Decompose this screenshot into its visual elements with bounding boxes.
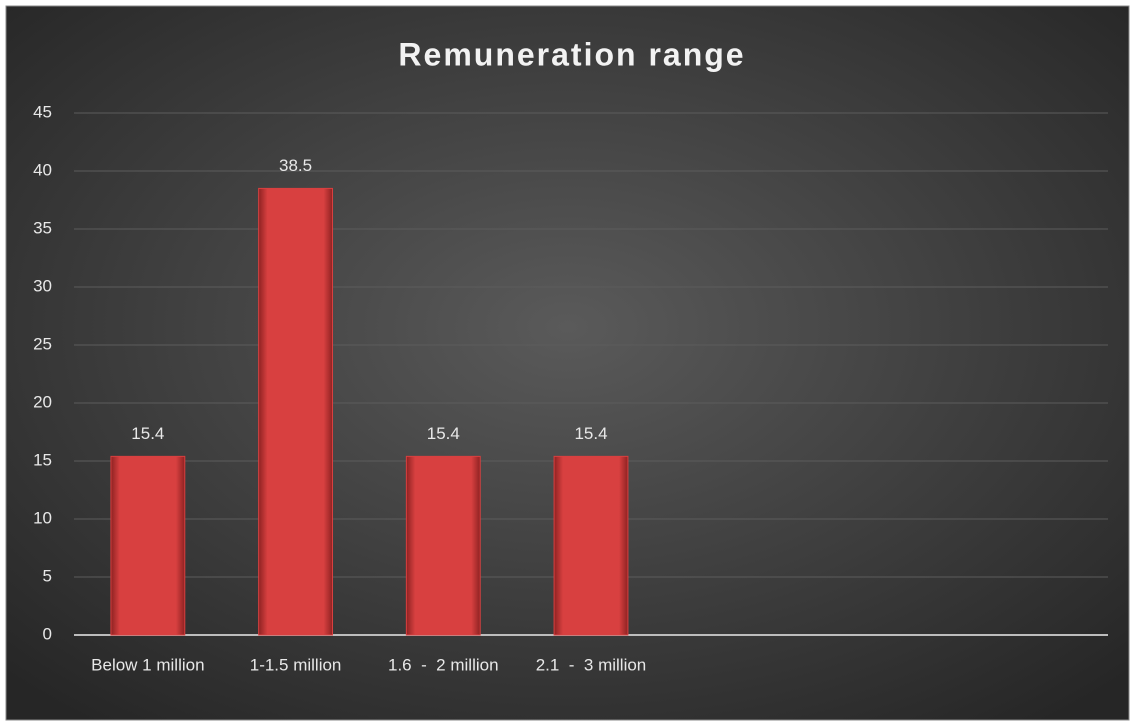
data-label: 15.4 [427,424,460,443]
y-tick-label: 35 [33,218,52,237]
x-tick-label: Below 1 million [91,655,204,674]
x-tick-label: 1.6 - 2 million [388,655,499,674]
chart-title: Remuneration range [398,36,745,72]
bar [553,455,629,636]
y-tick-label: 15 [33,450,52,469]
data-label: 15.4 [131,424,164,443]
y-tick-label: 30 [33,276,52,295]
x-tick-label: 1-1.5 million [250,655,342,674]
y-tick-label: 5 [43,566,52,585]
bar [258,187,333,636]
y-tick-label: 40 [33,160,52,179]
y-tick-label: 20 [33,392,52,411]
y-tick-label: 45 [33,102,52,121]
y-tick-label: 25 [33,334,52,353]
data-label: 15.4 [574,424,607,443]
bar [110,455,186,636]
x-tick-label: 2.1 - 3 million [536,655,647,674]
bar [405,455,481,636]
data-label: 38.5 [279,156,312,175]
y-tick-label: 0 [43,624,52,643]
y-tick-label: 10 [33,508,52,527]
